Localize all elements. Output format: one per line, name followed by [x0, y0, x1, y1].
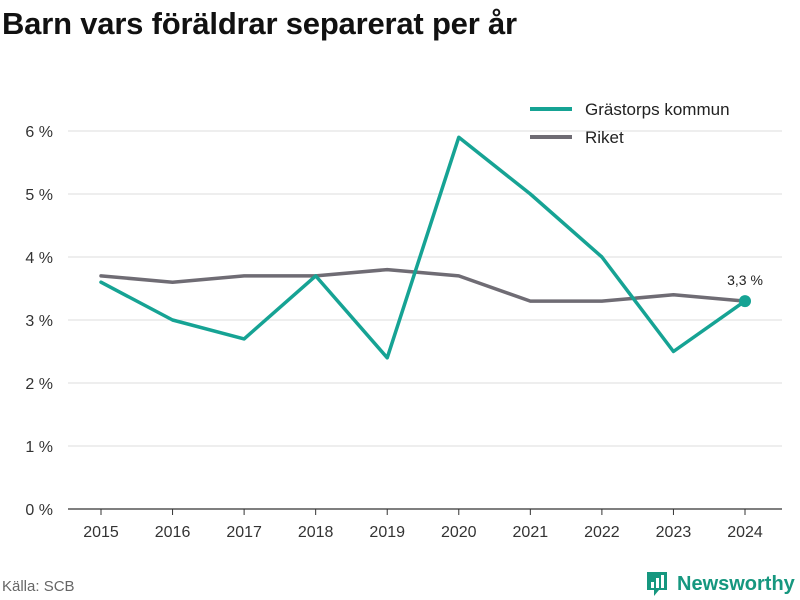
series-line-grastorps-kommun [99, 135, 747, 360]
y-tick-label: 4 % [25, 250, 53, 267]
annotations: 3,3 % [727, 272, 763, 308]
x-tick-label: 2015 [83, 524, 119, 541]
y-axis: 0 % 1 % 2 % 3 % 4 % 5 % 6 % [25, 124, 53, 519]
y-tick-label: 5 % [25, 187, 53, 204]
x-tick-label: 2022 [584, 524, 620, 541]
x-tick-label: 2016 [155, 524, 191, 541]
series-lines [99, 135, 747, 360]
y-tick-label: 1 % [25, 439, 53, 456]
y-tick-label: 3 % [25, 313, 53, 330]
grid-lines [68, 130, 782, 447]
y-tick-label: 0 % [25, 502, 53, 519]
chart-title: Barn vars föräldrar separerat per år [2, 6, 517, 41]
series-line-riket [99, 267, 747, 303]
brand-name: Newsworthy [677, 572, 795, 595]
x-tick-label: 2020 [441, 524, 477, 541]
x-tick-label: 2023 [656, 524, 692, 541]
highlight-point [739, 295, 751, 308]
brand-logo: Newsworthy [645, 570, 795, 598]
x-tick-label: 2024 [727, 524, 763, 541]
legend-label: Grästorps kommun [585, 100, 730, 119]
x-tick-label: 2018 [298, 524, 334, 541]
y-tick-label: 6 % [25, 124, 53, 141]
legend-label: Riket [585, 128, 624, 147]
x-tick-label: 2019 [369, 524, 405, 541]
y-tick-label: 2 % [25, 376, 53, 393]
source-note: Källa: SCB [2, 578, 75, 595]
x-axis: 2015 2016 2017 2018 2019 2020 2021 2022 2023 2024 [68, 508, 782, 541]
data-label: 3,3 % [727, 272, 763, 288]
newsworthy-icon [647, 572, 667, 596]
x-tick-label: 2017 [226, 524, 262, 541]
x-tick-label: 2021 [513, 524, 549, 541]
legend: Grästorps kommun Riket [530, 100, 730, 147]
